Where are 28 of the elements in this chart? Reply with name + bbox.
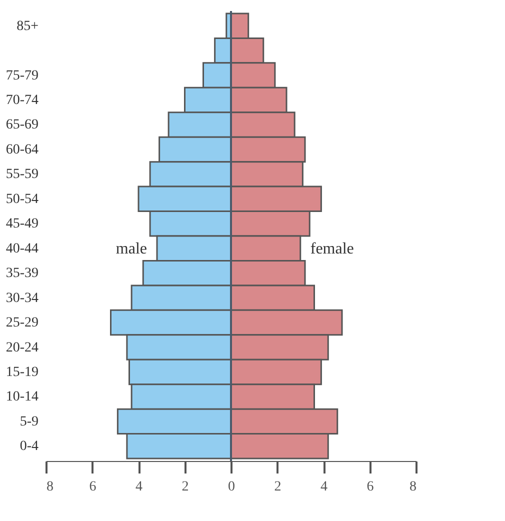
y-tick-label: 50-54 [6,192,38,207]
x-tick-label: 4 [320,480,328,494]
x-tick-label: 0 [228,480,235,494]
y-tick-label: 65-69 [6,118,38,133]
x-tick-label: 6 [366,480,374,494]
series-label: male [116,240,147,258]
x-tick-label: 4 [136,480,142,494]
y-tick-label: 75-79 [6,68,38,84]
y-tick-label: 15-19 [6,364,38,380]
x-tick-label: 2 [274,480,282,494]
y-tick-label: 85+ [16,18,39,34]
y-tick-label: 5-9 [20,414,38,430]
y-tick-label: 35-39 [6,266,38,282]
y-tick-label: 70-74 [6,93,38,108]
y-tick-label: 10-14 [6,390,38,405]
x-tick-label: 8 [410,480,416,494]
x-tick-label: 6 [89,480,96,494]
series-label: female [310,240,354,258]
y-tick-label: 55-59 [6,167,38,182]
y-tick-label: 30-34 [6,290,38,306]
x-tick-label: 8 [46,480,54,494]
y-tick-label: 45-49 [6,216,38,232]
y-tick-label: 25-29 [6,316,38,331]
y-tick-label: 40-44 [6,241,38,256]
x-tick-label: 2 [182,480,189,494]
y-tick-label: 60-64 [6,142,38,158]
y-tick-label: 0-4 [20,439,38,454]
y-tick-label: 20-24 [6,340,38,356]
